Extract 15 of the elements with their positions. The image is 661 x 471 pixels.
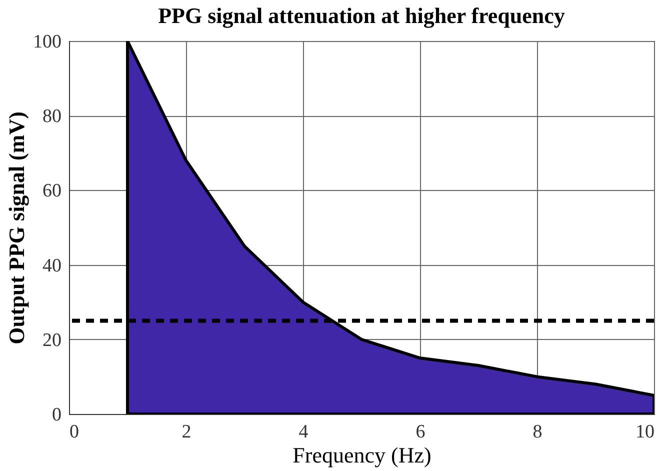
- y-axis-title: Output PPG signal (mV): [4, 112, 29, 344]
- y-tick-label: 60: [42, 180, 62, 202]
- x-tick-label: 0: [70, 422, 79, 442]
- y-tick-label: 40: [42, 255, 62, 276]
- y-tick-label: 0: [52, 404, 62, 426]
- x-tick-label: 10: [636, 422, 654, 442]
- x-tick-label: 2: [182, 422, 192, 442]
- y-tick-label: 80: [42, 106, 62, 128]
- chart-title: PPG signal attenuation at higher frequency: [158, 3, 565, 28]
- y-tick-label: 20: [42, 330, 62, 351]
- x-tick-label: 8: [532, 422, 542, 442]
- y-tick-label: 100: [33, 32, 62, 52]
- x-axis-title: Frequency (Hz): [292, 442, 432, 468]
- x-tick-label: 4: [298, 422, 309, 442]
- x-tick-label: 6: [416, 422, 426, 442]
